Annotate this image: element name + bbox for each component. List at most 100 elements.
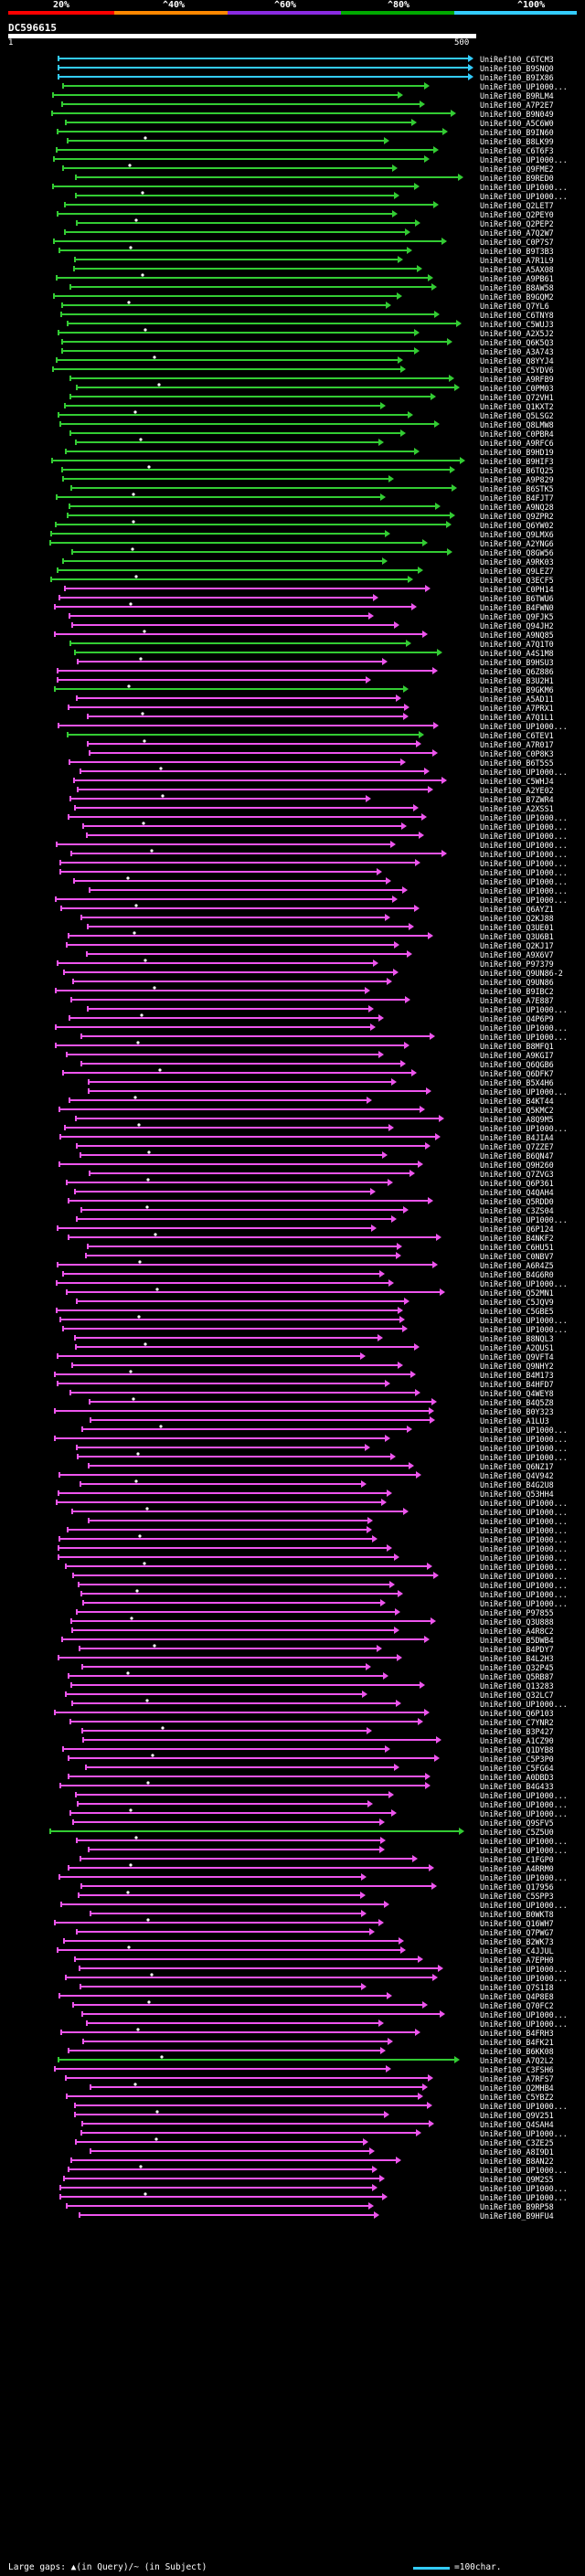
hit-label[interactable]: UniRef100_C5SPP3 [480,1892,554,1901]
hit-label[interactable]: UniRef100_UP1000... [480,896,568,905]
hit-label[interactable]: UniRef100_Q6NZ17 [480,1462,554,1471]
hit-label[interactable]: UniRef100_P97855 [480,1608,554,1617]
hit-label[interactable]: UniRef100_Q3U888 [480,1617,554,1627]
hit-label[interactable]: UniRef100_A5C6W0 [480,119,554,128]
hit-label[interactable]: UniRef100_C5GBE5 [480,1307,554,1316]
hit-label[interactable]: UniRef100_UP1000... [480,1215,568,1224]
hit-label[interactable]: UniRef100_C0P8K3 [480,749,554,758]
hit-label[interactable]: UniRef100_UP1000... [480,1508,568,1517]
hit-label[interactable]: UniRef100_B4M173 [480,1371,554,1380]
hit-label[interactable]: UniRef100_C6TNY8 [480,311,554,320]
hit-label[interactable]: UniRef100_A4R8C2 [480,1627,554,1636]
hit-label[interactable]: UniRef100_UP1000... [480,2184,568,2193]
hit-label[interactable]: UniRef100_A7E887 [480,996,554,1005]
hit-label[interactable]: UniRef100_B4FRH3 [480,2029,554,2038]
hit-label[interactable]: UniRef100_C6HU51 [480,1243,554,1252]
hit-label[interactable]: UniRef100_B8MFQ1 [480,1042,554,1051]
hit-label[interactable]: UniRef100_A9KGI7 [480,1051,554,1060]
hit-label[interactable]: UniRef100_B6KK08 [480,2047,554,2056]
hit-label[interactable]: UniRef100_UP1000... [480,832,568,841]
hit-label[interactable]: UniRef100_Q9LMX6 [480,530,554,539]
hit-label[interactable]: UniRef100_UP1000... [480,2166,568,2175]
hit-label[interactable]: UniRef100_UP1000... [480,1873,568,1882]
hit-label[interactable]: UniRef100_C5WUJ3 [480,320,554,329]
hit-label[interactable]: UniRef100_Q9FME2 [480,164,554,174]
hit-label[interactable]: UniRef100_UP1000... [480,868,568,877]
hit-label[interactable]: UniRef100_Q8YYJ4 [480,356,554,366]
hit-label[interactable]: UniRef100_B6STK5 [480,484,554,493]
hit-label[interactable]: UniRef100_Q9ZPR2 [480,512,554,521]
hit-label[interactable]: UniRef100_Q9UN86 [480,978,554,987]
hit-label[interactable]: UniRef100_Q9NHY2 [480,1362,554,1371]
hit-label[interactable]: UniRef100_B4G6R0 [480,1270,554,1279]
hit-label[interactable]: UniRef100_C5YDV6 [480,366,554,375]
hit-label[interactable]: UniRef100_C7YNR2 [480,1718,554,1727]
hit-label[interactable]: UniRef100_Q7S1I8 [480,1983,554,1992]
hit-label[interactable]: UniRef100_UP1000... [480,1033,568,1042]
hit-label[interactable]: UniRef100_Q7ZVG3 [480,1170,554,1179]
hit-label[interactable]: UniRef100_Q1DYB8 [480,1745,554,1754]
hit-label[interactable]: UniRef100_Q9SFV5 [480,1818,554,1828]
hit-label[interactable]: UniRef100_Q4WEY8 [480,1389,554,1398]
hit-label[interactable]: UniRef100_UP1000... [480,722,568,731]
hit-label[interactable]: UniRef100_UP1000... [480,1572,568,1581]
hit-label[interactable]: UniRef100_Q5RB87 [480,1672,554,1681]
hit-label[interactable]: UniRef100_C5Z5U0 [480,1828,554,1837]
hit-label[interactable]: UniRef100_UP1000... [480,1005,568,1014]
hit-label[interactable]: UniRef100_A5AX08 [480,265,554,274]
hit-label[interactable]: UniRef100_A9RFC6 [480,439,554,448]
hit-label[interactable]: UniRef100_Q9M2S5 [480,2175,554,2184]
hit-label[interactable]: UniRef100_B9HFU4 [480,2211,554,2221]
hit-label[interactable]: UniRef100_UP1000... [480,1901,568,1910]
hit-label[interactable]: UniRef100_C5JQV9 [480,1298,554,1307]
hit-label[interactable]: UniRef100_B9IX86 [480,73,554,82]
hit-label[interactable]: UniRef100_Q2LET7 [480,201,554,210]
hit-label[interactable]: UniRef100_C6T6F3 [480,146,554,155]
hit-label[interactable]: UniRef100_Q6P124 [480,1224,554,1234]
hit-label[interactable]: UniRef100_C0PBR4 [480,429,554,439]
hit-label[interactable]: UniRef100_Q1KXT2 [480,402,554,411]
hit-label[interactable]: UniRef100_Q70FC2 [480,2001,554,2010]
hit-label[interactable]: UniRef100_UP1000... [480,1499,568,1508]
hit-label[interactable]: UniRef100_Q3UE01 [480,923,554,932]
hit-label[interactable]: UniRef100_B4HFD7 [480,1380,554,1389]
hit-label[interactable]: UniRef100_Q2KJ17 [480,941,554,950]
hit-label[interactable]: UniRef100_A7Q2L2 [480,2056,554,2065]
hit-label[interactable]: UniRef100_A4RRM0 [480,1864,554,1873]
hit-label[interactable]: UniRef100_B4G2U8 [480,1480,554,1489]
hit-label[interactable]: UniRef100_C5WHJ4 [480,777,554,786]
hit-label[interactable]: UniRef100_UP1000... [480,1791,568,1800]
hit-label[interactable]: UniRef100_B0Y323 [480,1407,554,1416]
hit-label[interactable]: UniRef100_UP1000... [480,1023,568,1033]
hit-label[interactable]: UniRef100_Q8LMW8 [480,420,554,429]
hit-label[interactable]: UniRef100_Q2PEY0 [480,210,554,219]
hit-label[interactable]: UniRef100_UP1000... [480,1535,568,1544]
hit-label[interactable]: UniRef100_Q5LSG2 [480,411,554,420]
hit-label[interactable]: UniRef100_UP1000... [480,1544,568,1553]
hit-label[interactable]: UniRef100_B0WKT8 [480,1910,554,1919]
hit-label[interactable]: UniRef100_UP1000... [480,1846,568,1855]
hit-label[interactable]: UniRef100_UP1000... [480,859,568,868]
hit-label[interactable]: UniRef100_UP1000... [480,2010,568,2019]
hit-label[interactable]: UniRef100_Q7YL6 [480,302,549,311]
hit-label[interactable]: UniRef100_B9HIF3 [480,457,554,466]
hit-label[interactable]: UniRef100_A2YNG6 [480,539,554,548]
hit-label[interactable]: UniRef100_A9NQ85 [480,631,554,640]
hit-label[interactable]: UniRef100_B8AN22 [480,2157,554,2166]
hit-label[interactable]: UniRef100_Q5RDD0 [480,1197,554,1206]
hit-label[interactable]: UniRef100_UP1000... [480,2193,568,2202]
hit-label[interactable]: UniRef100_B4L2H3 [480,1654,554,1663]
hit-label[interactable]: UniRef100_Q9V251 [480,2111,554,2120]
hit-label[interactable]: UniRef100_B4FWN0 [480,603,554,612]
hit-label[interactable]: UniRef100_B9HD19 [480,448,554,457]
hit-label[interactable]: UniRef100_C5YBZ2 [480,2093,554,2102]
hit-label[interactable]: UniRef100_C3ZS04 [480,1206,554,1215]
hit-label[interactable]: UniRef100_Q6AYZ1 [480,905,554,914]
hit-label[interactable]: UniRef100_C4JJUL [480,1946,554,1956]
hit-label[interactable]: UniRef100_B9IN60 [480,128,554,137]
hit-label[interactable]: UniRef100_C6TCM3 [480,55,554,64]
hit-label[interactable]: UniRef100_Q7PWG7 [480,1928,554,1937]
hit-label[interactable]: UniRef100_Q6Z886 [480,667,554,676]
hit-label[interactable]: UniRef100_Q4V942 [480,1471,554,1480]
hit-label[interactable]: UniRef100_UP1000... [480,1517,568,1526]
